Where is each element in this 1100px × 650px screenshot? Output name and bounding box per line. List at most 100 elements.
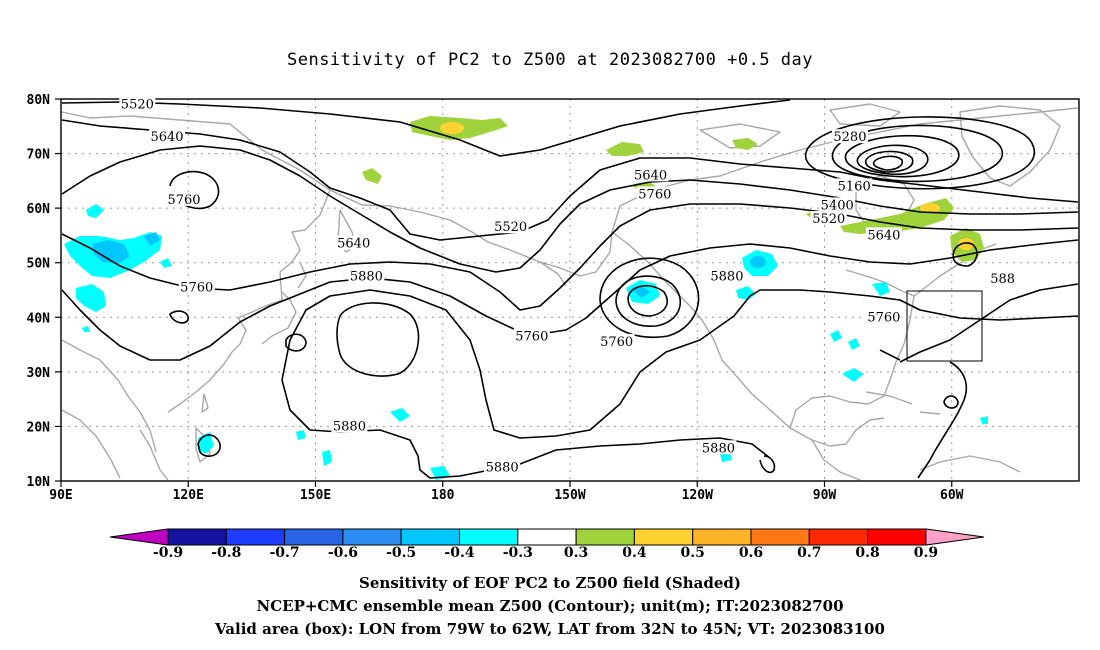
contour-label: 5760 xyxy=(638,188,671,203)
contour-label-bg xyxy=(810,211,847,226)
contour-label-bg xyxy=(348,268,385,283)
contour-label-bg xyxy=(331,418,368,433)
valid-area-box xyxy=(906,290,983,362)
colorbar-cell xyxy=(750,528,810,546)
colorbar-label: 0.9 xyxy=(914,545,938,561)
lat-tick-label: 80N xyxy=(27,93,51,108)
contour-label-bg xyxy=(708,268,745,283)
contour-label-bg xyxy=(865,309,902,324)
contour-label-bg xyxy=(836,178,873,193)
colorbar-cell xyxy=(517,528,577,546)
footer-line-2: NCEP+CMC ensemble mean Z500 (Contour); u… xyxy=(256,597,844,615)
contour-label: 5640 xyxy=(150,130,183,145)
contour-label-bg xyxy=(335,235,372,250)
contour-label: 5880 xyxy=(702,441,735,456)
lon-tick-label: 60W xyxy=(940,488,964,503)
lat-tick-label: 70N xyxy=(27,148,51,163)
lon-tick-label: 180 xyxy=(431,488,455,503)
colorbar-label: -0.9 xyxy=(153,545,183,561)
colorbar-label: 0.3 xyxy=(564,545,588,561)
contour-label-bg xyxy=(178,279,215,294)
colorbar-label: -0.6 xyxy=(328,545,358,561)
colorbar-low-triangle xyxy=(109,528,169,546)
colorbar-label: -0.7 xyxy=(270,545,300,561)
contour-label-bg xyxy=(988,271,1017,286)
colorbar-cell xyxy=(342,528,402,546)
contour-label-bg xyxy=(636,186,673,201)
colorbar-cell xyxy=(459,528,519,546)
lon-tick-label: 150E xyxy=(300,488,331,503)
contour-label: 5760 xyxy=(600,335,633,350)
footer-line-3: Valid area (box): LON from 79W to 62W, L… xyxy=(215,620,885,638)
colorbar-label: -0.5 xyxy=(386,545,416,561)
lat-tick-label: 30N xyxy=(27,366,51,381)
contour-label: 5640 xyxy=(867,228,900,243)
contour-label-bg xyxy=(632,167,669,182)
page-title: Sensitivity of PC2 to Z500 at 2023082700… xyxy=(286,50,813,70)
contour-label: 5760 xyxy=(867,310,900,325)
contour-label-bg xyxy=(119,96,156,111)
colorbar-label: -0.8 xyxy=(211,545,241,561)
colorbar-cell xyxy=(808,528,869,546)
colorbar-cell xyxy=(167,528,227,546)
lon-tick-label: 90W xyxy=(813,488,837,503)
contour-label: 5520 xyxy=(812,212,845,227)
contour-label: 5400 xyxy=(821,198,854,213)
contour-label: 5160 xyxy=(838,179,871,194)
contour-label: 5760 xyxy=(167,193,200,208)
colorbar-label: -0.4 xyxy=(444,545,474,561)
contour-label: 5880 xyxy=(710,269,743,284)
colorbar-cell xyxy=(867,528,927,546)
contour-label-bg xyxy=(149,129,186,144)
colorbar-label: 0.4 xyxy=(622,545,647,561)
lat-tick-label: 20N xyxy=(27,420,51,435)
lon-tick-label: 150W xyxy=(554,488,585,503)
contour-label: 5880 xyxy=(333,419,366,434)
contour-label: 588 xyxy=(990,272,1015,287)
contour-label-bg xyxy=(484,459,521,474)
contour-label: 5640 xyxy=(337,237,370,252)
contour-label-bg xyxy=(865,227,902,242)
sensitivity-shading xyxy=(64,116,988,480)
colorbar-cell xyxy=(400,528,461,546)
colorbar-cell xyxy=(575,528,635,546)
contour-label-bg xyxy=(831,129,868,144)
contour-label-bg xyxy=(513,328,550,343)
lon-tick-label: 120W xyxy=(682,488,713,503)
colorbar-label: 0.5 xyxy=(681,545,705,561)
lat-tick-label: 50N xyxy=(27,257,51,272)
contour-label: 5520 xyxy=(121,97,154,112)
z500-contours xyxy=(61,99,1079,479)
lat-tick-label: 60N xyxy=(27,202,51,217)
lat-lon-grid xyxy=(61,99,1079,481)
colorbar-cell xyxy=(633,528,694,546)
colorbar-cell xyxy=(692,528,752,546)
colorbar-label: 0.6 xyxy=(739,545,763,561)
contour-label: 5280 xyxy=(833,130,866,145)
colorbar-cell xyxy=(225,528,286,546)
colorbar-label: -0.3 xyxy=(503,545,533,561)
contour-label: 5640 xyxy=(634,168,667,183)
lat-tick-label: 40N xyxy=(27,311,51,326)
colorbar-cell xyxy=(284,528,344,546)
colorbar-high-triangle xyxy=(925,528,984,546)
contour-label-bg xyxy=(166,191,203,206)
contour-label: 5760 xyxy=(180,280,213,295)
colorbar-label: 0.7 xyxy=(797,545,821,561)
contour-labels: 5520 5640 5760 5640 5520 5640 5760 5760 5880 5760… xyxy=(119,96,1017,475)
contour-label-bg xyxy=(492,219,529,234)
contour-label-bg xyxy=(819,197,856,212)
colorbar-label: 0.8 xyxy=(855,545,879,561)
lon-tick-label: 90E xyxy=(49,488,72,503)
footer-line-1: Sensitivity of EOF PC2 to Z500 field (Sh… xyxy=(359,574,741,592)
lon-tick-label: 120E xyxy=(173,488,204,503)
contour-label-bg xyxy=(598,333,635,348)
contour-label: 5880 xyxy=(350,269,383,284)
contour-label: 5520 xyxy=(494,220,527,235)
contour-label: 5760 xyxy=(515,329,548,344)
colorbar: -0.9 -0.8 -0.7 -0.6 -0.5 -0.4 -0.3 0.3 0.4 0.5 0.6… xyxy=(109,528,984,561)
contour-label: 5880 xyxy=(486,460,519,475)
contour-label-bg xyxy=(700,440,737,455)
